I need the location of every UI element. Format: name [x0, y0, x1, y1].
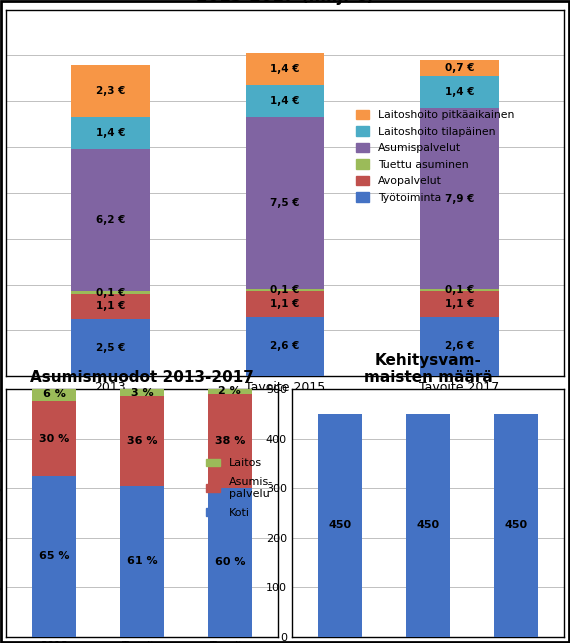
- Text: 6,2 €: 6,2 €: [96, 215, 125, 226]
- Bar: [71, 291, 150, 294]
- Text: 2 %: 2 %: [218, 386, 241, 397]
- Bar: [71, 149, 150, 291]
- Text: 7,5 €: 7,5 €: [270, 198, 300, 208]
- Bar: [406, 414, 450, 637]
- Bar: [420, 60, 499, 76]
- Text: 0,7 €: 0,7 €: [445, 63, 474, 73]
- Bar: [120, 397, 164, 485]
- Text: 1,1 €: 1,1 €: [445, 299, 474, 309]
- Title: Kehitysvam-
maisten määrä: Kehitysvam- maisten määrä: [364, 352, 492, 385]
- Bar: [32, 476, 76, 637]
- Text: 61 %: 61 %: [127, 556, 157, 566]
- Text: 30 %: 30 %: [39, 433, 69, 444]
- Text: 0,1 €: 0,1 €: [96, 287, 125, 298]
- Text: 1,4 €: 1,4 €: [445, 87, 474, 97]
- Text: 450: 450: [504, 520, 527, 530]
- Text: 0,1 €: 0,1 €: [270, 285, 300, 295]
- Bar: [71, 294, 150, 319]
- Text: 2,6 €: 2,6 €: [445, 341, 474, 351]
- Bar: [494, 414, 538, 637]
- Bar: [246, 316, 324, 376]
- Bar: [71, 64, 150, 117]
- Title: Asumismuodot 2013-2017: Asumismuodot 2013-2017: [30, 370, 254, 385]
- Bar: [420, 289, 499, 291]
- Bar: [32, 386, 76, 401]
- Bar: [71, 117, 150, 149]
- Text: 38 %: 38 %: [215, 436, 245, 446]
- Text: 6 %: 6 %: [43, 389, 66, 399]
- Text: 0,1 €: 0,1 €: [445, 285, 474, 295]
- Text: 450: 450: [328, 520, 352, 530]
- Bar: [246, 117, 324, 289]
- Text: 2,3 €: 2,3 €: [96, 86, 125, 96]
- Text: 65 %: 65 %: [39, 551, 70, 561]
- Bar: [246, 53, 324, 86]
- Text: 1,1 €: 1,1 €: [96, 302, 125, 311]
- Bar: [208, 394, 252, 488]
- Text: 1,4 €: 1,4 €: [270, 64, 300, 74]
- Title: Kehitysvammahuollon kustannukset vuosina
2013-2017 (milj. €): Kehitysvammahuollon kustannukset vuosina…: [76, 0, 494, 5]
- Bar: [120, 389, 164, 397]
- Bar: [246, 291, 324, 316]
- Text: 1,1 €: 1,1 €: [270, 299, 300, 309]
- Bar: [420, 291, 499, 316]
- Bar: [120, 485, 164, 637]
- Bar: [420, 76, 499, 108]
- Bar: [420, 316, 499, 376]
- Bar: [208, 389, 252, 394]
- Text: 60 %: 60 %: [214, 557, 245, 567]
- Bar: [32, 401, 76, 476]
- Text: 7,9 €: 7,9 €: [445, 194, 474, 204]
- Text: 2,5 €: 2,5 €: [96, 343, 125, 352]
- Bar: [246, 86, 324, 117]
- Bar: [208, 488, 252, 637]
- Bar: [246, 289, 324, 291]
- Bar: [420, 108, 499, 289]
- Text: 2,6 €: 2,6 €: [270, 341, 300, 351]
- Bar: [71, 319, 150, 376]
- Text: 3 %: 3 %: [131, 388, 153, 398]
- Text: 1,4 €: 1,4 €: [270, 96, 300, 106]
- Text: 450: 450: [417, 520, 439, 530]
- Text: 36 %: 36 %: [127, 436, 157, 446]
- Bar: [318, 414, 362, 637]
- Legend: Laitos, Asumis-
palvelu, Koti: Laitos, Asumis- palvelu, Koti: [202, 454, 277, 522]
- Text: 1,4 €: 1,4 €: [96, 129, 125, 138]
- Legend: Laitoshoito pitkäaikainen, Laitoshoito tilapäinen, Asumispalvelut, Tuettu asumin: Laitoshoito pitkäaikainen, Laitoshoito t…: [352, 105, 519, 207]
